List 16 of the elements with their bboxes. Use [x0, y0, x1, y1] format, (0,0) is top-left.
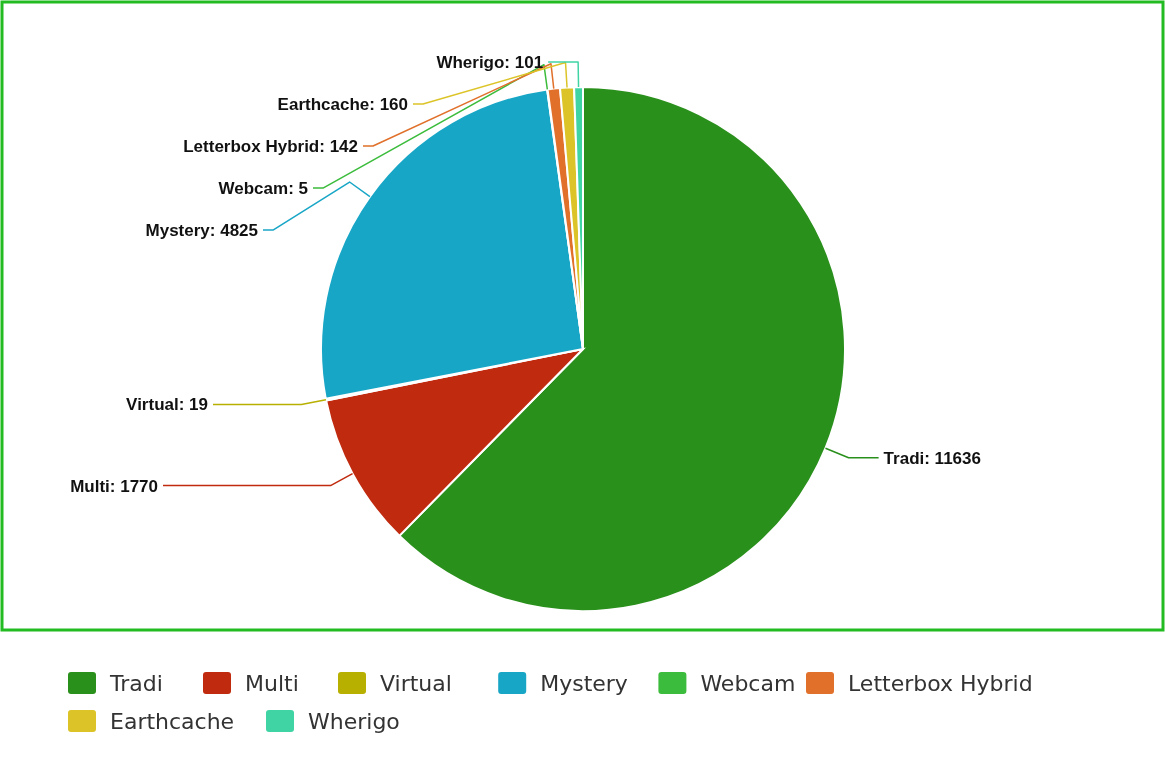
legend-label: Earthcache: [110, 708, 235, 734]
data-label: Earthcache: 160: [277, 94, 408, 114]
data-label: Wherigo: 101: [436, 52, 544, 72]
data-label: Letterbox Hybrid: 142: [183, 136, 358, 156]
data-label: Multi: 1770: [70, 476, 158, 496]
legend-label: Wherigo: [308, 708, 400, 734]
data-label: Virtual: 19: [126, 395, 208, 415]
legend-label: Virtual: [380, 670, 452, 696]
legend-label: Webcam: [700, 670, 796, 696]
data-label: Mystery: 4825: [145, 220, 259, 240]
legend-label: Multi: [245, 670, 299, 696]
legend-label: Letterbox Hybrid: [848, 670, 1033, 696]
legend-label: Mystery: [540, 670, 628, 696]
data-label: Webcam: 5: [218, 178, 309, 198]
data-label: Tradi: 11636: [883, 448, 981, 468]
legend-label: Tradi: [109, 670, 163, 696]
